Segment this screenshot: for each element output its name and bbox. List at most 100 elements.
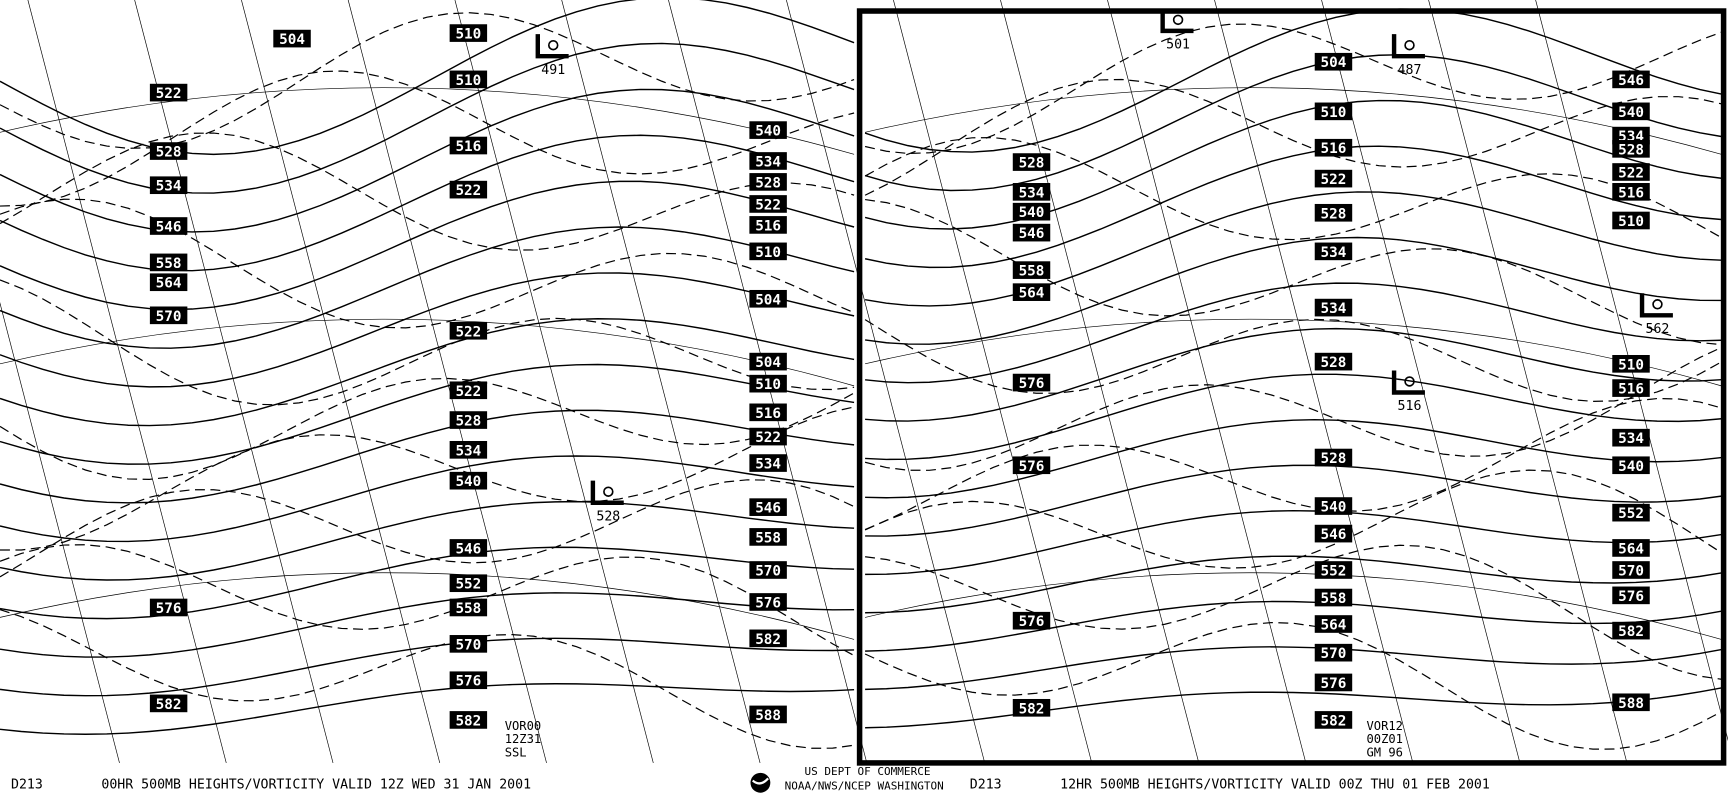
height-label-box — [1012, 283, 1051, 301]
meridian — [1321, 0, 1521, 764]
panel-frame — [856, 8, 1727, 766]
height-label-box — [1612, 140, 1650, 158]
height-label: 552 — [1618, 506, 1644, 522]
height-label-box — [749, 498, 787, 516]
height-label-box — [449, 136, 488, 155]
height-label: 540 — [1019, 205, 1045, 221]
height-label-box — [449, 321, 488, 340]
height-label-box — [1314, 203, 1353, 222]
low-symbol — [590, 480, 624, 505]
height-label: 504 — [1321, 55, 1347, 71]
meridian — [27, 0, 227, 764]
parallel — [0, 318, 855, 387]
height-contour — [0, 272, 855, 388]
product-id: D213 — [11, 777, 43, 792]
height-label: 522 — [455, 183, 481, 199]
low-center — [547, 39, 559, 51]
height-label-box — [149, 142, 188, 160]
height-label: 522 — [755, 197, 781, 213]
panel-caption: 12HR 500MB HEIGHTS/VORTICITY VALID 00Z T… — [1060, 777, 1490, 792]
height-label-box — [149, 176, 188, 195]
parallel — [0, 572, 855, 640]
agency-line: NOAA/NWS/NCEP WASHINGTON — [785, 779, 944, 792]
height-label: 534 — [1618, 431, 1644, 447]
height-label: 528 — [755, 175, 781, 191]
height-label-box — [449, 471, 488, 490]
height-label-box — [273, 29, 311, 48]
height-label-box — [149, 306, 188, 325]
height-label-box — [1012, 698, 1051, 717]
height-label: 510 — [1321, 105, 1347, 121]
height-contour — [0, 42, 855, 194]
meridian — [893, 0, 1093, 764]
height-label-box — [1314, 169, 1353, 188]
height-label-box — [449, 598, 488, 617]
height-label-box — [449, 381, 488, 400]
vorticity-contour — [864, 318, 1722, 403]
height-label: 522 — [755, 430, 781, 446]
height-label-box — [449, 180, 488, 199]
height-label: 516 — [455, 139, 481, 155]
height-contour — [865, 327, 1722, 422]
product-id: D213 — [970, 777, 1002, 792]
vorticity-contour — [864, 397, 1722, 531]
height-label: 546 — [455, 541, 481, 557]
low-symbol — [1391, 370, 1425, 395]
height-label-box — [749, 705, 787, 724]
height-label: 522 — [455, 324, 481, 340]
low-symbol — [1160, 8, 1194, 34]
height-label-box — [1012, 183, 1051, 201]
height-label: 528 — [1321, 355, 1347, 371]
height-label: 540 — [1618, 105, 1644, 121]
height-label-box — [749, 216, 787, 234]
height-label: 534 — [1019, 185, 1045, 201]
height-label: 576 — [1019, 376, 1045, 392]
height-label: 546 — [755, 501, 781, 517]
height-label: 582 — [1019, 701, 1045, 717]
height-label: 564 — [1321, 618, 1347, 634]
vorticity-contour — [0, 544, 855, 657]
low-value: 491 — [541, 63, 565, 78]
height-label-box — [1612, 621, 1650, 640]
meridian — [347, 0, 547, 764]
height-label: 582 — [1321, 713, 1347, 729]
height-contour — [865, 419, 1722, 499]
height-contour — [865, 464, 1722, 537]
vorticity-contour — [0, 132, 855, 251]
height-label: 570 — [755, 563, 781, 579]
height-label: 540 — [455, 474, 481, 490]
height-label-box — [449, 711, 488, 729]
map-stamp: SSL — [505, 745, 527, 759]
parallel — [865, 318, 1722, 387]
height-label-box — [1612, 693, 1650, 712]
height-contour — [0, 455, 855, 543]
height-contour — [0, 637, 855, 697]
meridian — [0, 302, 120, 764]
height-label-box — [1012, 456, 1051, 475]
vorticity-contour — [0, 406, 855, 551]
height-label: 522 — [1321, 172, 1347, 188]
agency-line: US DEPT OF COMMERCE — [804, 765, 930, 778]
height-label-box — [1612, 183, 1650, 201]
height-label-box — [149, 273, 188, 292]
labels: 510 510 516 522 522 522 528 534 540 546 552 558 570 5… — [149, 8, 1673, 759]
height-label-box — [449, 411, 488, 429]
height-label-box — [449, 440, 488, 459]
vorticity-contour — [864, 78, 1722, 196]
vorticity-contour — [864, 469, 1722, 569]
height-label: 558 — [156, 256, 182, 272]
height-label: 510 — [755, 245, 781, 261]
vorticity-contour — [0, 479, 855, 578]
panel-caption: 00HR 500MB HEIGHTS/VORTICITY VALID 12Z W… — [101, 777, 531, 792]
height-label-box — [1612, 561, 1650, 579]
vorticity-contour — [864, 621, 1722, 750]
height-label: 540 — [755, 124, 781, 140]
height-label-box — [449, 635, 488, 653]
height-label: 582 — [455, 713, 481, 729]
height-label-box — [749, 561, 787, 579]
height-label: 576 — [455, 674, 481, 690]
height-label-box — [1612, 70, 1650, 89]
height-label: 558 — [1321, 591, 1347, 607]
vorticity-contour — [864, 346, 1722, 471]
